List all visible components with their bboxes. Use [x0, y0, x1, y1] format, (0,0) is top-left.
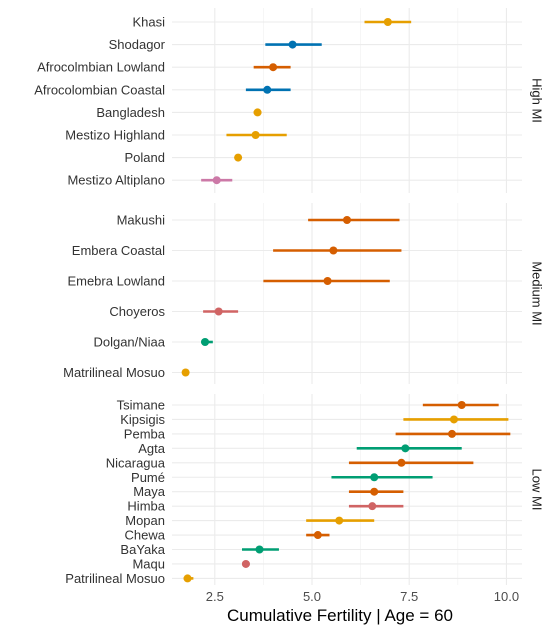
category-label: Dolgan/Niaa: [93, 335, 165, 350]
estimate-point: [241, 559, 250, 568]
estimate-point: [288, 40, 297, 49]
category-label: Pumé: [131, 470, 165, 485]
panel-high-mi: Khasi Shodagor Afrocolmbian Lowland Afrocol…: [34, 8, 545, 193]
category-label: Mopan: [125, 513, 165, 528]
facet-strip-label: Medium MI: [530, 261, 545, 325]
estimate-point: [448, 429, 456, 438]
panel-background: [172, 8, 522, 193]
category-label: Poland: [125, 150, 165, 165]
category-label: Emebra Lowland: [67, 274, 165, 289]
category-label: Maya: [133, 484, 166, 499]
estimate-point: [212, 176, 221, 185]
category-label: Agta: [138, 441, 166, 456]
category-label: Patrilineal Mosuo: [65, 571, 165, 586]
estimate-point: [255, 545, 264, 554]
category-label: Embera Coastal: [72, 243, 165, 258]
category-label: Bangladesh: [96, 105, 165, 120]
estimate-point: [457, 401, 466, 409]
x-tick-label: 5.0: [303, 589, 321, 604]
estimate-point: [269, 63, 278, 72]
category-label: Mestizo Altiplano: [67, 173, 165, 188]
category-label: Choyeros: [109, 304, 165, 319]
estimate-point: [251, 131, 260, 139]
category-label: Himba: [127, 499, 165, 514]
estimate-point: [449, 415, 458, 424]
x-tick-label: 7.5: [400, 589, 418, 604]
category-label: Afrocolombian Coastal: [34, 82, 165, 97]
estimate-point: [401, 444, 410, 453]
estimate-point: [368, 502, 377, 511]
x-tick-label: 10.0: [494, 589, 519, 604]
panel-background: [172, 394, 522, 585]
category-label: Pemba: [124, 426, 166, 441]
estimate-point: [329, 246, 338, 255]
estimate-point: [181, 368, 190, 377]
category-label: Khasi: [132, 15, 165, 30]
panel-low-mi: TsimaneKipsigisPembaAgtaNicaraguaPuméMay…: [65, 394, 545, 586]
estimate-point: [323, 277, 332, 285]
x-axis: 2.5 5.0 7.5 10.0: [206, 589, 519, 604]
category-label: Shodagor: [109, 37, 166, 52]
category-label: Mestizo Highland: [65, 128, 165, 143]
category-label: Kipsigis: [120, 412, 165, 427]
category-label: Afrocolmbian Lowland: [37, 60, 165, 75]
estimate-point: [263, 85, 272, 94]
panel-background: [172, 203, 522, 384]
estimate-point: [313, 531, 322, 540]
estimate-point: [183, 574, 192, 583]
x-axis-title: Cumulative Fertility | Age = 60: [227, 606, 453, 625]
x-tick-label: 2.5: [206, 589, 224, 604]
category-label: Chewa: [125, 528, 166, 543]
facet-strip-label: High MI: [530, 78, 545, 123]
estimate-point: [370, 487, 379, 496]
category-label: Nicaragua: [106, 455, 166, 470]
facet-strip-label: Low MI: [530, 469, 545, 511]
estimate-point: [397, 458, 406, 467]
category-label: Maqu: [132, 556, 165, 571]
panel-medium-mi: Makushi Embera Coastal Emebra Lowland Choye…: [63, 203, 545, 384]
estimate-point: [253, 108, 262, 117]
chart-panels: Khasi Shodagor Afrocolmbian Lowland Afrocol…: [34, 8, 545, 586]
estimate-point: [343, 216, 351, 224]
category-label: Makushi: [117, 213, 166, 228]
estimate-point: [335, 516, 344, 525]
estimate-point: [201, 338, 210, 346]
estimate-point: [370, 473, 379, 482]
estimate-point: [383, 18, 392, 26]
estimate-point: [234, 153, 243, 162]
estimate-point: [214, 307, 223, 316]
category-label: Tsimane: [117, 398, 165, 413]
category-label: BaYaka: [120, 542, 165, 557]
category-label: Matrilineal Mosuo: [63, 365, 165, 380]
